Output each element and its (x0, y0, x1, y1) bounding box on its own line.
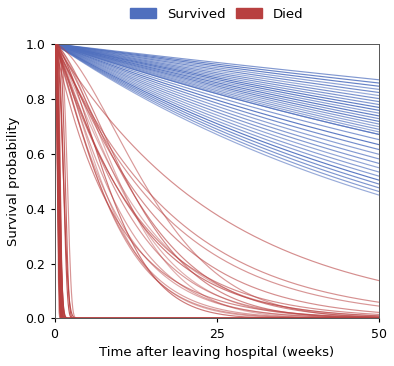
X-axis label: Time after leaving hospital (weeks): Time after leaving hospital (weeks) (99, 346, 335, 359)
Y-axis label: Survival probability: Survival probability (7, 116, 20, 246)
Legend: Survived, Died: Survived, Died (126, 4, 308, 25)
